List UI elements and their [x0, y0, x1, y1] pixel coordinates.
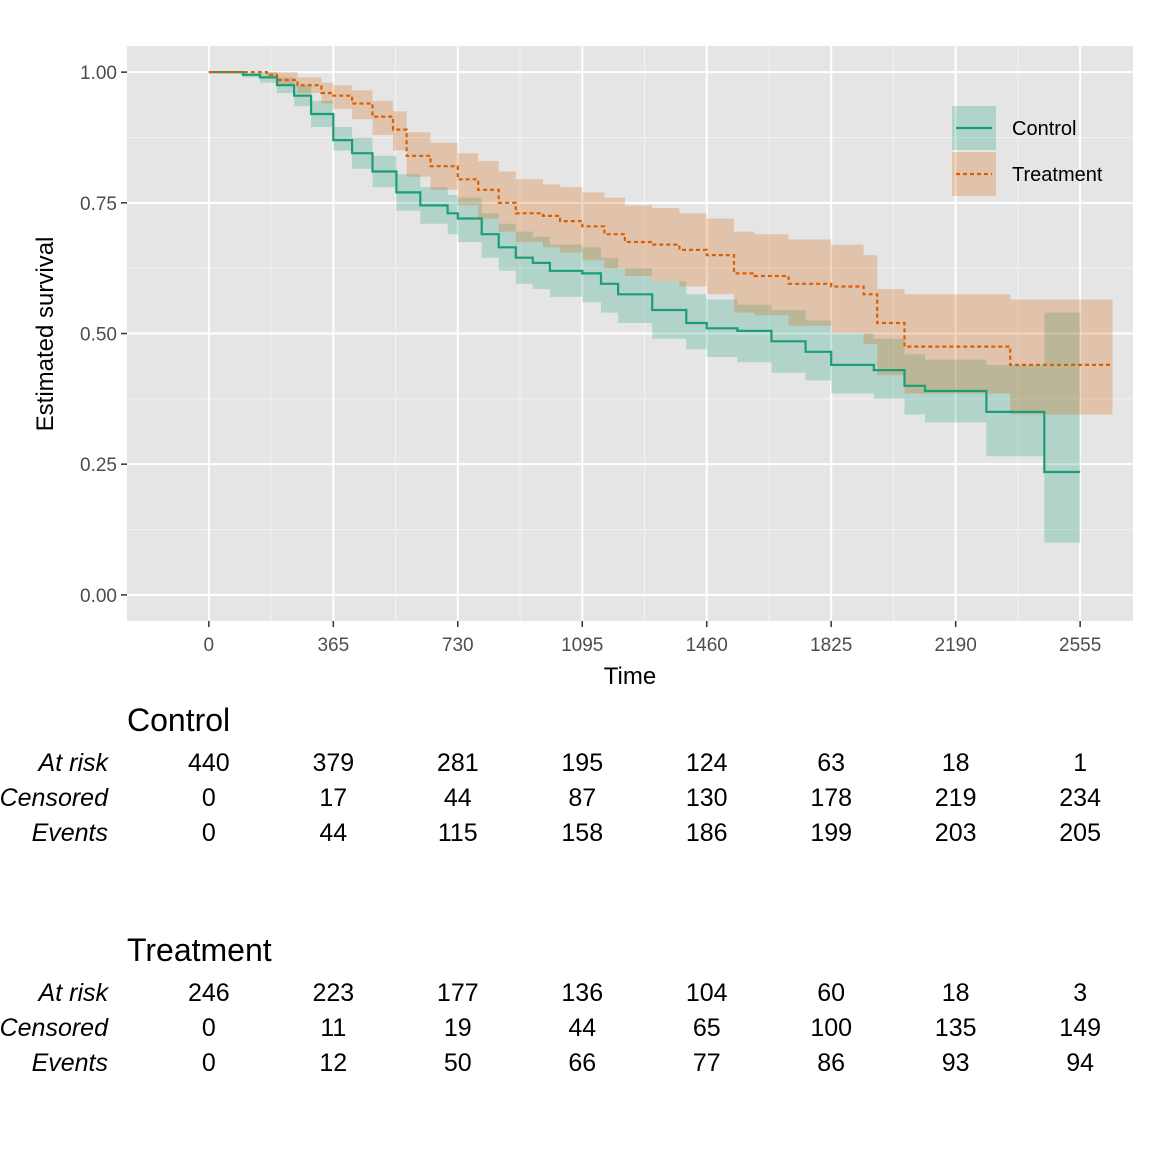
risk-value: 186 [686, 819, 728, 847]
risk-table-title: Treatment [127, 932, 272, 968]
y-tick-label: 0.50 [80, 325, 117, 346]
y-tick-label: 0.00 [80, 586, 117, 607]
legend: Control Treatment [952, 106, 1103, 196]
x-tick-label: 730 [442, 635, 474, 656]
risk-value: 77 [693, 1049, 721, 1077]
risk-value: 205 [1059, 819, 1101, 847]
risk-value: 115 [438, 819, 478, 847]
x-tick-label: 1095 [561, 635, 603, 656]
risk-value: 63 [817, 749, 845, 777]
risk-value: 177 [437, 979, 479, 1007]
x-tick-label: 1460 [686, 635, 728, 656]
risk-value: 0 [202, 1049, 216, 1077]
risk-value: 60 [817, 979, 845, 1007]
risk-value: 11 [320, 1014, 346, 1042]
risk-value: 100 [810, 1014, 852, 1042]
risk-value: 3 [1073, 979, 1087, 1007]
risk-value: 18 [942, 979, 970, 1007]
x-tick-label: 2555 [1059, 635, 1101, 656]
risk-table-title: Control [127, 702, 230, 738]
x-tick-label: 1825 [810, 635, 852, 656]
risk-value: 1 [1073, 749, 1087, 777]
risk-value: 104 [686, 979, 728, 1007]
risk-value: 246 [188, 979, 230, 1007]
y-tick-label: 1.00 [80, 63, 117, 84]
risk-value: 19 [444, 1014, 472, 1042]
survival-curves [208, 71, 1113, 474]
y-tick-label: 0.75 [80, 194, 117, 215]
y-axis-title: Estimated survival [32, 237, 59, 432]
risk-value: 18 [942, 749, 970, 777]
risk-value: 124 [686, 749, 728, 777]
confidence-band-control [208, 72, 1081, 543]
risk-value: 65 [693, 1014, 721, 1042]
y-tick-label: 0.25 [80, 455, 117, 476]
legend-label-treatment: Treatment [1012, 164, 1103, 186]
risk-value: 203 [935, 819, 977, 847]
risk-value: 158 [561, 819, 603, 847]
x-tick-label: 365 [317, 635, 349, 656]
legend-label-control: Control [1012, 118, 1076, 140]
risk-value: 223 [312, 979, 354, 1007]
confidence-bands [208, 72, 1113, 543]
risk-value: 0 [202, 1014, 216, 1042]
risk-value: 195 [561, 749, 603, 777]
risk-value: 44 [319, 819, 347, 847]
risk-value: 12 [319, 1049, 347, 1077]
risk-row-label: At risk [37, 979, 110, 1007]
risk-value: 50 [444, 1049, 472, 1077]
risk-value: 178 [810, 784, 852, 812]
risk-value: 44 [444, 784, 472, 812]
grid-lines [127, 46, 1133, 621]
x-axis-title: Time [604, 663, 656, 690]
risk-value: 281 [437, 749, 479, 777]
risk-value: 0 [202, 784, 216, 812]
risk-value: 66 [568, 1049, 596, 1077]
risk-value: 234 [1059, 784, 1101, 812]
risk-row-label: Events [32, 819, 108, 847]
risk-value: 0 [202, 819, 216, 847]
risk-value: 86 [817, 1049, 845, 1077]
risk-value: 94 [1066, 1049, 1094, 1077]
confidence-band-treatment [208, 72, 1113, 415]
survival-line-control [208, 71, 1081, 474]
x-tick-label: 2190 [935, 635, 977, 656]
risk-row-label: Censored [0, 784, 109, 812]
risk-value: 44 [568, 1014, 596, 1042]
risk-value: 379 [312, 749, 354, 777]
risk-row-label: At risk [37, 749, 110, 777]
risk-value: 17 [319, 784, 347, 812]
risk-value: 440 [188, 749, 230, 777]
risk-value: 130 [686, 784, 728, 812]
risk-value: 87 [568, 784, 596, 812]
risk-value: 93 [942, 1049, 970, 1077]
risk-value: 199 [810, 819, 852, 847]
risk-value: 219 [935, 784, 977, 812]
risk-row-label: Events [32, 1049, 108, 1077]
risk-value: 136 [561, 979, 603, 1007]
risk-row-label: Censored [0, 1014, 109, 1042]
survival-line-treatment [208, 71, 1113, 366]
axis-ticks: 0.00 0.25 0.50 0.75 1.00 0 365 730 1095 1460 1825 2… [80, 63, 1101, 656]
risk-value: 135 [935, 1014, 977, 1042]
x-tick-label: 0 [204, 635, 215, 656]
risk-value: 149 [1059, 1014, 1101, 1042]
